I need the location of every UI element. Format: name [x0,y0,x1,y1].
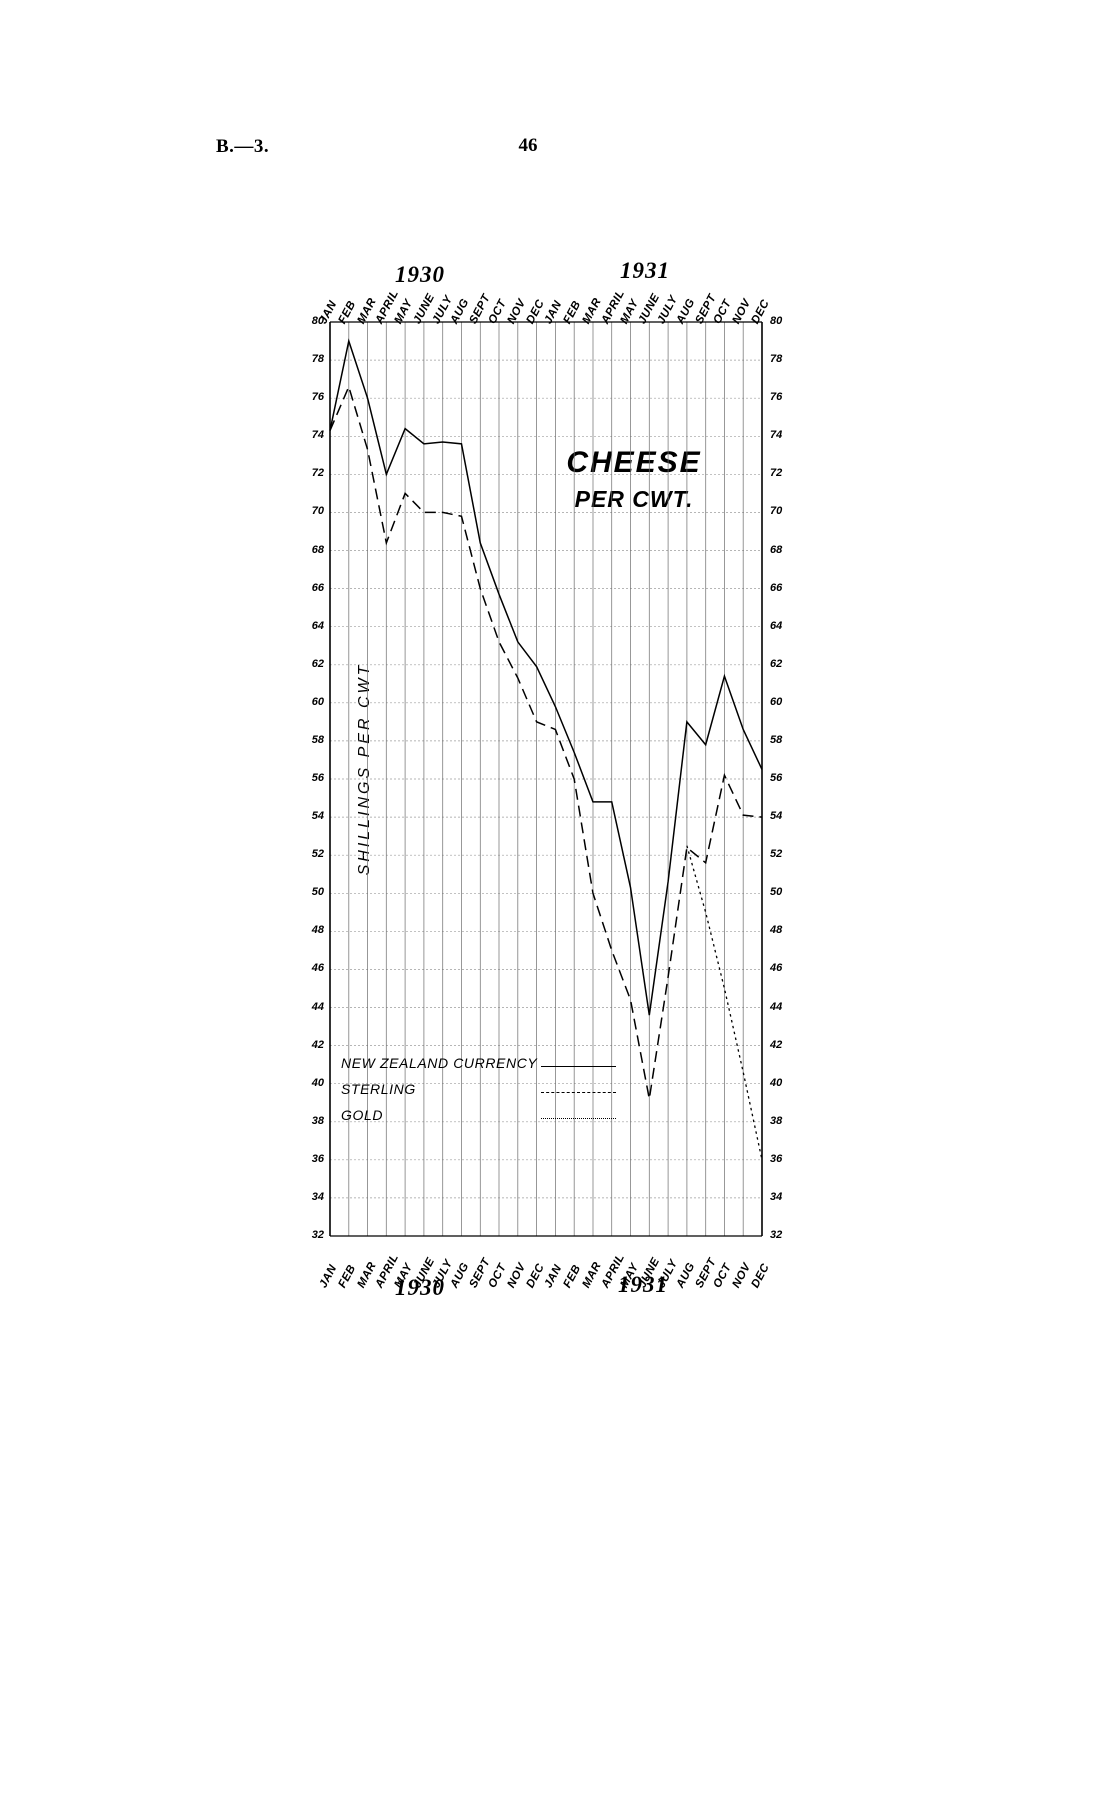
y-tick-right-68: 68 [770,543,783,556]
y-tick-left-58: 58 [311,733,324,746]
y-tick-right-32: 32 [770,1229,783,1241]
month-bottom-1: FEB [336,1262,359,1290]
y-tick-left-56: 56 [311,772,324,784]
y-tick-right-38: 38 [770,1114,783,1127]
y-tick-right-44: 44 [770,1000,783,1013]
y-tick-left-44: 44 [311,1000,324,1013]
y-tick-left-76: 76 [311,391,324,404]
year-label-top-1930: 1930 [395,262,445,287]
y-tick-left-72: 72 [311,467,324,480]
legend-item-1: STERLING [341,1081,616,1107]
y-tick-left-46: 46 [311,962,324,975]
legend-label-1: STERLING [341,1081,416,1097]
y-tick-right-58: 58 [770,733,783,746]
y-tick-left-52: 52 [311,848,324,861]
legend: NEW ZEALAND CURRENCY STERLING GOLD [341,1055,616,1133]
y-tick-left-54: 54 [311,810,324,823]
y-tick-left-34: 34 [311,1190,324,1203]
month-bottom-10: NOV [505,1261,529,1290]
page-number: 46 [518,135,538,156]
legend-item-2: GOLD [341,1107,616,1133]
legend-label-2: GOLD [341,1107,384,1123]
legend-swatch-dashed [541,1092,616,1095]
legend-label-0: NEW ZEALAND CURRENCY [341,1055,538,1071]
y-tick-left-36: 36 [311,1152,324,1165]
y-tick-right-50: 50 [770,886,783,899]
y-tick-left-78: 78 [311,353,324,366]
page-header: B.—3. 46 [0,135,1114,166]
year-label-top-1931: 1931 [620,258,670,283]
legend-item-0: NEW ZEALAND CURRENCY [341,1055,616,1081]
y-tick-left-62: 62 [311,657,324,670]
chart-title-line1: CHEESE [566,446,702,479]
y-tick-right-64: 64 [770,619,783,632]
y-tick-left-60: 60 [311,695,324,708]
legend-swatch-dotted [541,1118,616,1121]
y-tick-left-50: 50 [311,886,324,899]
y-tick-right-48: 48 [770,924,783,937]
month-bottom-14: MAR [580,1260,604,1290]
y-tick-right-80: 80 [770,315,783,327]
legend-swatch-solid [541,1066,616,1069]
y-tick-left-32: 32 [311,1229,324,1241]
y-tick-left-40: 40 [311,1076,324,1089]
y-tick-right-40: 40 [770,1076,783,1089]
y-tick-left-38: 38 [311,1114,324,1127]
year-label-bottom-1931: 1931 [618,1272,668,1297]
y-tick-left-74: 74 [311,429,324,442]
y-tick-right-52: 52 [770,848,783,861]
y-tick-right-42: 42 [770,1038,783,1051]
y-tick-left-42: 42 [311,1038,324,1051]
y-tick-right-78: 78 [770,353,783,366]
plot-area [329,321,763,1237]
y-tick-right-46: 46 [770,962,783,975]
y-tick-right-70: 70 [770,505,783,518]
y-tick-left-68: 68 [311,543,324,556]
month-bottom-13: FEB [561,1262,584,1290]
month-bottom-0: JAN [317,1262,340,1290]
grid-lines [329,321,763,1237]
document-code: B.—3. [216,136,270,157]
month-bottom-22: NOV [730,1261,754,1290]
y-tick-right-34: 34 [770,1190,783,1203]
y-tick-left-66: 66 [311,581,324,594]
y-tick-left-70: 70 [311,505,324,518]
y-tick-right-76: 76 [770,391,783,404]
y-tick-left-80: 80 [311,315,324,327]
chart-title: CHEESE PER CWT. [524,446,744,513]
chart-title-line2: PER CWT. [574,486,694,512]
y-tick-right-66: 66 [770,581,783,594]
y-tick-right-62: 62 [770,657,783,670]
y-tick-right-36: 36 [770,1152,783,1165]
y-tick-right-74: 74 [770,429,783,442]
y-tick-right-56: 56 [770,772,783,784]
y-tick-left-64: 64 [311,619,324,632]
y-tick-right-72: 72 [770,467,783,480]
y-tick-right-54: 54 [770,810,783,823]
data-series [329,338,763,1160]
year-label-bottom-1930: 1930 [395,1275,445,1300]
y-tick-left-48: 48 [311,924,324,937]
y-tick-right-60: 60 [770,695,783,708]
